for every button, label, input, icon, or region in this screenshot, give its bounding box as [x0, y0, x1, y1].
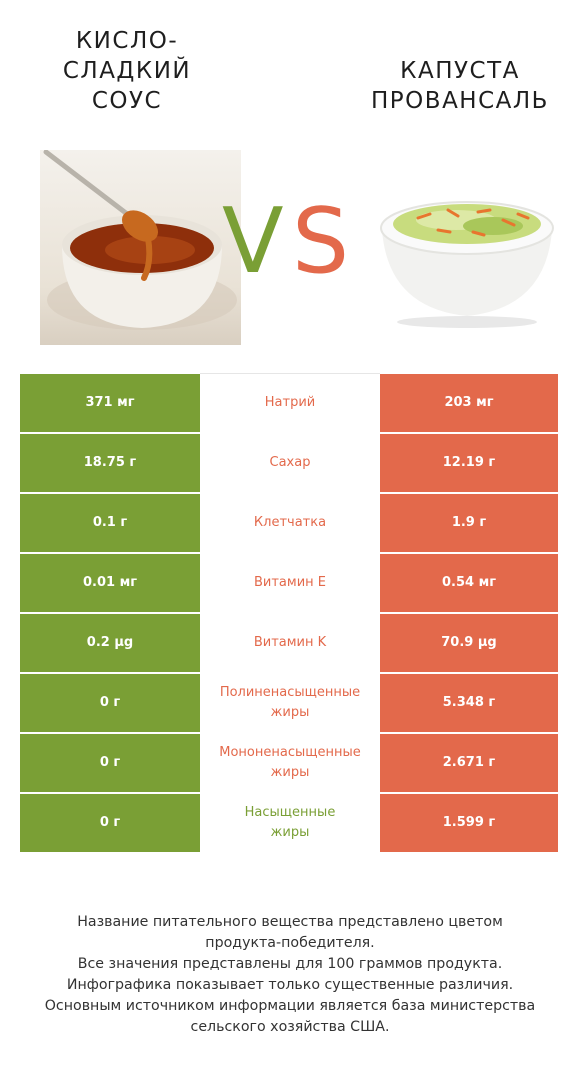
right-value: 5.348 г [380, 673, 558, 734]
right-value: 1.599 г [380, 793, 558, 854]
left-value: 0 г [20, 733, 200, 794]
left-value: 0.01 мг [20, 553, 200, 614]
left-value: 18.75 г [20, 433, 200, 494]
table-row: 18.75 г Сахар 12.19 г [20, 432, 558, 494]
table-row: 0 г Мононенасыщенные жиры 2.671 г [20, 732, 558, 794]
table-row: 371 мг Натрий 203 мг [20, 373, 558, 434]
right-value: 1.9 г [380, 493, 558, 554]
table-row: 0.01 мг Витамин E 0.54 мг [20, 552, 558, 614]
footer-line: продукта-победителя. [205, 935, 375, 951]
right-value: 0.54 мг [380, 553, 558, 614]
right-value: 12.19 г [380, 433, 558, 494]
right-value: 203 мг [380, 373, 558, 434]
table-row: 0.2 µg Витамин K 70.9 µg [20, 612, 558, 674]
nutrient-name: Сахар [200, 432, 380, 494]
right-value: 70.9 µg [380, 613, 558, 674]
left-value: 0 г [20, 793, 200, 854]
left-value: 0.1 г [20, 493, 200, 554]
left-product-title: КИСЛО- СЛАДКИЙ СОУС [62, 28, 192, 114]
footer-line: Все значения представлены для 100 граммо… [77, 956, 503, 972]
nutrient-name: Витамин E [200, 552, 380, 614]
footer-line: Название питательного вещества представл… [77, 914, 503, 930]
table-row: 0 г Полиненасыщенные жиры 5.348 г [20, 672, 558, 734]
left-value: 371 мг [20, 373, 200, 434]
vs-letter-s: S [292, 189, 350, 294]
nutrient-name: Насыщенные жиры [200, 792, 380, 854]
nutrient-comparison-table: 371 мг Натрий 203 мг 18.75 г Сахар 12.19 г 0.1… [20, 373, 558, 854]
left-value: 0.2 µg [20, 613, 200, 674]
right-product-title: КАПУСТА ПРОВАНСАЛЬ [371, 58, 549, 114]
footer-line: сельского хозяйства США. [190, 1019, 390, 1035]
table-row: 0.1 г Клетчатка 1.9 г [20, 492, 558, 554]
vs-letter-v: V [222, 189, 284, 294]
right-value: 2.671 г [380, 733, 558, 794]
nutrient-name: Полиненасыщенные жиры [200, 672, 380, 734]
footer-line: Основным источником информации является … [44, 998, 536, 1014]
sweet-sour-sauce-image [40, 150, 241, 345]
nutrient-name: Витамин K [200, 612, 380, 674]
left-value: 0 г [20, 673, 200, 734]
footer-line: Инфографика показывает только существенн… [66, 977, 514, 993]
footer-notes: Название питательного вещества представл… [0, 912, 580, 1038]
table-row: 0 г Насыщенные жиры 1.599 г [20, 792, 558, 854]
nutrient-name: Натрий [200, 373, 380, 434]
coleslaw-image [378, 180, 556, 330]
nutrient-name: Мононенасыщенные жиры [200, 732, 380, 794]
nutrient-name: Клетчатка [200, 492, 380, 554]
